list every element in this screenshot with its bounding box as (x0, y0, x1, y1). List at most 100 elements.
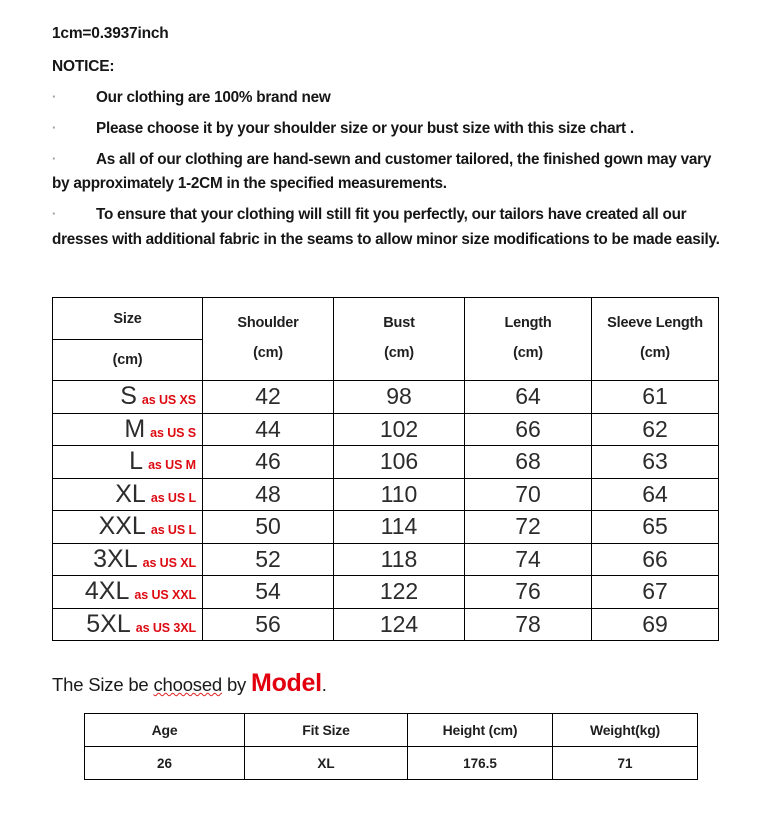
cell-weight: 71 (552, 746, 698, 780)
size-us-equivalent: as US L (150, 490, 196, 505)
cell-sleeve-length: 66 (591, 542, 719, 576)
model-caption-highlight: Model (251, 669, 322, 697)
bullet-icon: · (52, 119, 57, 135)
model-caption-misspelled-word: choosed (153, 674, 223, 695)
table-row: XXL as US L 50 114 72 65 (52, 510, 719, 544)
bullet-icon: · (52, 150, 57, 166)
cell-fit-size: XL (244, 746, 408, 780)
cell-length: 70 (464, 477, 592, 511)
size-us-equivalent: as US S (150, 425, 196, 440)
cell-sleeve-length: 69 (591, 607, 719, 641)
column-header-size-main: Size (53, 299, 202, 340)
column-header-length: Length (cm) (464, 297, 592, 381)
column-header-height: Height (cm) (407, 713, 553, 747)
cell-shoulder: 42 (202, 380, 334, 414)
notice-list: · Our clothing are 100% brand new · Plea… (52, 86, 724, 253)
cell-bust: 118 (333, 542, 465, 576)
size-us-equivalent: as US XXL (134, 588, 196, 603)
column-header-bust-unit: (cm) (384, 345, 414, 361)
cell-age: 26 (84, 746, 245, 780)
table-row: 5XL as US 3XL 56 124 78 69 (52, 607, 719, 641)
table-row: 26 XL 176.5 71 (84, 746, 698, 780)
size-label: 4XL (84, 577, 130, 606)
column-header-bust-main: Bust (383, 315, 415, 332)
cell-bust: 106 (333, 445, 465, 479)
cell-shoulder: 50 (202, 510, 334, 544)
column-header-fit-size: Fit Size (244, 713, 408, 747)
cell-length: 66 (464, 412, 592, 446)
model-caption-prefix: The Size be (52, 674, 154, 695)
notice-item-text: Our clothing are 100% brand new (96, 89, 331, 107)
size-chart-header-row: Size (cm) Shoulder (cm) Bust (cm) Length… (52, 297, 719, 381)
cell-length: 64 (464, 380, 592, 414)
cell-bust: 110 (333, 477, 465, 511)
cell-sleeve-length: 63 (591, 445, 719, 479)
notice-list-item: · Our clothing are 100% brand new (52, 86, 724, 111)
cell-length: 72 (464, 510, 592, 544)
column-header-shoulder-main: Shoulder (237, 315, 299, 332)
cell-bust: 122 (333, 575, 465, 609)
cell-bust: 98 (333, 380, 465, 414)
cell-size: 5XL as US 3XL (52, 607, 203, 641)
notice-item-text: To ensure that your clothing will still … (52, 206, 720, 248)
notice-heading: NOTICE: (52, 58, 115, 76)
cell-sleeve-length: 64 (591, 477, 719, 511)
column-header-shoulder: Shoulder (cm) (202, 297, 334, 381)
size-us-equivalent: as US 3XL (135, 620, 196, 635)
cell-length: 74 (464, 542, 592, 576)
size-label: M (124, 414, 146, 443)
column-header-sleeve-length: Sleeve Length (cm) (591, 297, 719, 381)
cell-size: XXL as US L (52, 510, 203, 544)
column-header-weight: Weight(kg) (552, 713, 698, 747)
table-row: 3XL as US XL 52 118 74 66 (52, 542, 719, 576)
notice-list-item: · Please choose it by your shoulder size… (52, 117, 724, 142)
column-header-size: Size (cm) (52, 297, 203, 381)
table-row: XL as US L 48 110 70 64 (52, 477, 719, 511)
bullet-icon: · (52, 89, 57, 105)
model-table-header-row: Age Fit Size Height (cm) Weight(kg) (84, 713, 698, 747)
column-header-size-unit: (cm) (112, 351, 143, 368)
table-row: 4XL as US XXL 54 122 76 67 (52, 575, 719, 609)
cell-bust: 124 (333, 607, 465, 641)
cell-length: 76 (464, 575, 592, 609)
cell-shoulder: 48 (202, 477, 334, 511)
cell-shoulder: 52 (202, 542, 334, 576)
notice-list-item: · To ensure that your clothing will stil… (52, 203, 724, 253)
size-chart-table: Size (cm) Shoulder (cm) Bust (cm) Length… (52, 297, 719, 641)
cell-bust: 102 (333, 412, 465, 446)
cell-length: 78 (464, 607, 592, 641)
size-label: 5XL (86, 609, 131, 638)
model-caption-middle: by (222, 674, 252, 695)
column-header-age: Age (84, 713, 245, 747)
model-caption-suffix: . (321, 674, 327, 695)
column-header-length-unit: (cm) (513, 345, 543, 361)
size-label: XL (115, 479, 146, 508)
cell-shoulder: 44 (202, 412, 334, 446)
size-us-equivalent: as US L (150, 523, 196, 538)
size-label: S (120, 382, 137, 411)
size-label: 3XL (93, 544, 138, 573)
cell-sleeve-length: 62 (591, 412, 719, 446)
size-us-equivalent: as US XL (142, 555, 196, 570)
size-us-equivalent: as US M (148, 458, 196, 473)
column-header-bust: Bust (cm) (333, 297, 465, 381)
cell-size: XL as US L (52, 477, 203, 511)
cell-size: 3XL as US XL (52, 542, 203, 576)
notice-block: 1cm=0.3937inch NOTICE: · Our clothing ar… (52, 22, 724, 259)
notice-list-item: · As all of our clothing are hand-sewn a… (52, 148, 724, 198)
cell-sleeve-length: 65 (591, 510, 719, 544)
column-header-sleeve-length-main: Sleeve Length (607, 315, 703, 332)
cell-sleeve-length: 67 (591, 575, 719, 609)
model-info-table: Age Fit Size Height (cm) Weight(kg) 26 X… (84, 713, 698, 780)
cell-sleeve-length: 61 (591, 380, 719, 414)
cell-length: 68 (464, 445, 592, 479)
column-header-shoulder-unit: (cm) (253, 345, 283, 361)
model-table-body: 26 XL 176.5 71 (84, 746, 698, 780)
model-caption: The Size be choosed by Model. (52, 669, 327, 698)
size-us-equivalent: as US XS (141, 393, 196, 408)
